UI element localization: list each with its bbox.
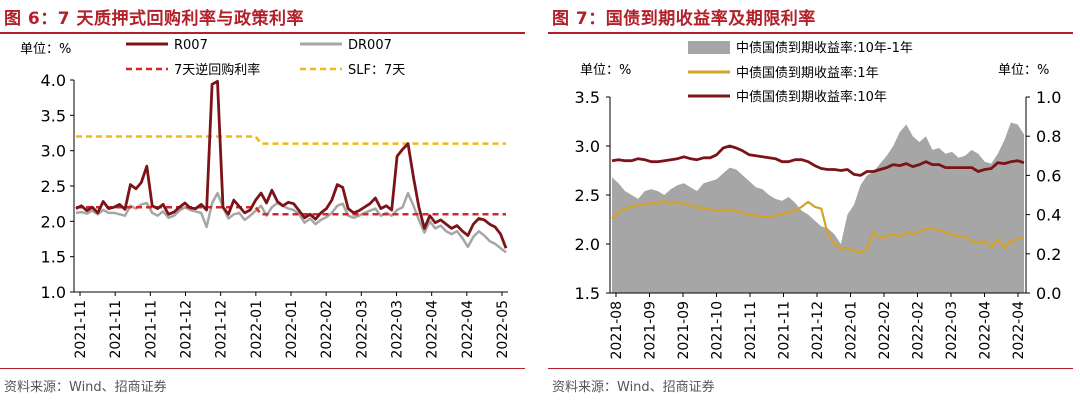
x-tick-label: 2022-02 (319, 300, 335, 359)
x-axis: 2021-11 2021-11 2021-11 2021-12 2021-12 2022-… (73, 291, 511, 359)
x-tick-label: 2022-01 (844, 301, 860, 360)
x-tick-label: 2022-04 (425, 300, 441, 359)
right-tick-label: 0.2 (1036, 245, 1061, 264)
y-tick-label: 3.5 (41, 106, 66, 125)
right-tick-label: 0.6 (1036, 166, 1061, 185)
y-tick-label: 3.0 (41, 142, 66, 161)
r007-line (75, 80, 508, 249)
y-tick-label: 2.0 (41, 212, 66, 231)
x-tick-label: 2022-03 (390, 300, 406, 359)
left-tick-label: 3.5 (575, 88, 600, 107)
legend-label-dr007: DR007 (348, 38, 392, 53)
legend-swatch-spread (688, 41, 730, 54)
legend: 中债国债到期收益率:10年-1年 中债国债到期收益率:1年 中债国债到期收益率:… (688, 40, 913, 105)
x-tick-label: 2022-05 (495, 300, 511, 359)
x-tick-label: 2021-09 (676, 301, 692, 360)
source-note: 资料来源：Wind、招商证券 (4, 380, 167, 395)
x-tick-label: 2021-12 (214, 300, 230, 359)
x-tick-label: 2021-12 (810, 301, 826, 360)
unit-label-right: 单位：% (998, 63, 1049, 78)
figure-6-title: 图 6：7 天质押式回购利率与政策利率 (4, 9, 304, 29)
x-tick-label: 2022-03 (944, 301, 960, 360)
x-tick-label: 2021-11 (143, 300, 159, 359)
x-tick-label: 2021-08 (609, 301, 625, 360)
legend-label-r007: R007 (174, 38, 208, 53)
left-tick-label: 1.5 (575, 284, 600, 303)
unit-label-left: 单位：% (580, 63, 631, 78)
source-note: 资料来源：Wind、招商证券 (552, 380, 715, 395)
legend-label-10y: 中债国债到期收益率:10年 (736, 89, 887, 105)
x-tick-label: 2021-11 (108, 300, 124, 359)
right-tick-label: 1.0 (1036, 88, 1061, 107)
y-tick-label: 2.5 (41, 177, 66, 196)
y-tick-label: 4.0 (41, 71, 66, 90)
repo-rate-chart: 单位：% 1.01.52.02.53.03.54.0 2021-11 2021-1… (20, 38, 511, 359)
right-tick-label: 0.0 (1036, 284, 1061, 303)
legend-label-reverse-repo: 7天逆回购利率 (174, 62, 260, 78)
legend-label-spread: 中债国债到期收益率:10年-1年 (736, 40, 913, 56)
x-tick-label: 2022-04 (460, 300, 476, 359)
left-tick-label: 3.0 (575, 137, 600, 156)
figure-6-panel: 图 6：7 天质押式回购利率与政策利率 单位：% 1.0 1.5 2.0 2.5 3.0… (0, 0, 530, 402)
source-rule (548, 368, 1073, 369)
unit-label: 单位：% (20, 42, 71, 57)
legend-label-1y: 中债国债到期收益率:1年 (736, 65, 879, 81)
x-tick-label: 2022-04 (1011, 301, 1027, 360)
yield-10y-line (611, 144, 1025, 177)
reverse-repo-line (76, 205, 506, 216)
left-tick-label: 2.5 (575, 186, 600, 205)
x-tick-label: 2022-02 (911, 301, 927, 360)
figure-7-title: 图 7：国债到期收益率及期限利率 (552, 9, 816, 29)
x-tick-label: 2021-12 (179, 300, 195, 359)
x-tick-label: 2021-11 (777, 301, 793, 360)
plot-lines (75, 80, 508, 254)
x-tick-label: 2021-09 (643, 301, 659, 360)
y-axes: 1.5 2.0 2.5 3.0 3.5 0.0 0.2 0.4 0.6 0.8 1.0 (575, 88, 1062, 303)
y-tick-label: 1.0 (41, 283, 66, 302)
right-tick-label: 0.8 (1036, 127, 1061, 146)
x-tick-label: 2021-11 (743, 301, 759, 360)
x-tick-label: 2022-04 (978, 301, 994, 360)
figure-7-panel: 图 7：国债到期收益率及期限利率 单位：% 单位：% 1.5 2.0 2.5 3.0 3… (548, 0, 1078, 402)
title-rule (548, 32, 1073, 34)
x-tick-label: 2022-01 (284, 300, 300, 359)
x-tick-label: 2021-10 (710, 301, 726, 360)
legend-label-slf: SLF：7天 (348, 63, 405, 78)
y-axis: 1.0 1.5 2.0 2.5 3.0 3.5 4.0 (41, 71, 75, 302)
treasury-yield-chart: 单位：% 单位：% 1.5 2.0 2.5 3.0 3.5 0.0 0.2 0.4 0.6 0.8… (575, 40, 1062, 360)
right-tick-label: 0.4 (1036, 206, 1061, 225)
x-tick-label: 2021-11 (73, 300, 89, 359)
source-rule (0, 368, 525, 369)
y-tick-label: 1.5 (41, 248, 66, 267)
plot-area (611, 122, 1025, 293)
x-tick-label: 2022-01 (249, 300, 265, 359)
slf-line (76, 135, 506, 145)
x-tick-label: 2022-03 (354, 300, 370, 359)
title-rule (0, 32, 525, 34)
legend: R007 DR007 7天逆回购利率 SLF：7天 (126, 38, 405, 78)
dr007-line (75, 191, 507, 254)
x-tick-label: 2022-02 (877, 301, 893, 360)
yield-1y-line (611, 199, 1025, 254)
left-tick-label: 2.0 (575, 235, 600, 254)
x-axis: 2021-08 2021-09 2021-09 2021-10 2021-11 2021-… (609, 292, 1027, 360)
